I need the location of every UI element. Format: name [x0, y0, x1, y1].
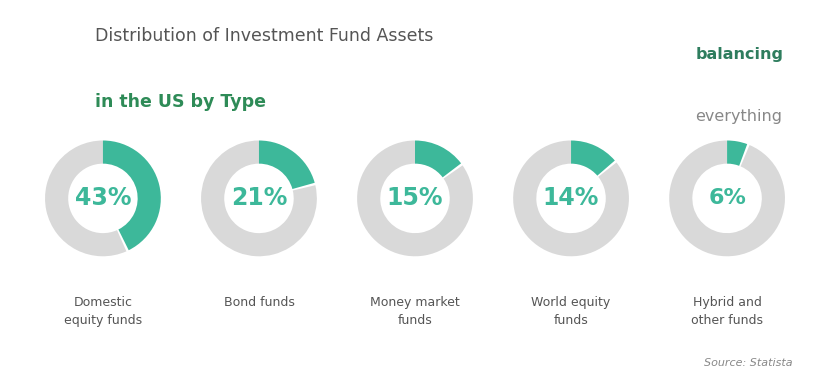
- Text: Bond funds: Bond funds: [223, 296, 295, 308]
- Text: everything: everything: [696, 109, 783, 124]
- Text: Domestic
equity funds: Domestic equity funds: [64, 296, 142, 327]
- Wedge shape: [727, 140, 747, 166]
- Wedge shape: [45, 140, 126, 256]
- Wedge shape: [669, 140, 785, 256]
- Text: balancing: balancing: [696, 47, 784, 62]
- Text: Hybrid and
other funds: Hybrid and other funds: [691, 296, 763, 327]
- Wedge shape: [201, 140, 317, 256]
- Wedge shape: [571, 140, 615, 176]
- Text: 14%: 14%: [543, 186, 599, 210]
- Wedge shape: [103, 140, 161, 250]
- Wedge shape: [259, 140, 315, 189]
- Text: Source: Statista: Source: Statista: [704, 357, 793, 368]
- Text: 6%: 6%: [708, 188, 746, 209]
- Wedge shape: [357, 140, 473, 256]
- Text: 15%: 15%: [387, 186, 443, 210]
- Text: Money market
funds: Money market funds: [370, 296, 460, 327]
- Wedge shape: [415, 140, 461, 177]
- Text: World equity
funds: World equity funds: [531, 296, 611, 327]
- Text: 43%: 43%: [75, 186, 131, 210]
- Text: 21%: 21%: [231, 186, 287, 210]
- Text: Distribution of Investment Fund Assets: Distribution of Investment Fund Assets: [95, 27, 434, 45]
- Wedge shape: [513, 140, 629, 256]
- Text: in the US by Type: in the US by Type: [95, 93, 266, 111]
